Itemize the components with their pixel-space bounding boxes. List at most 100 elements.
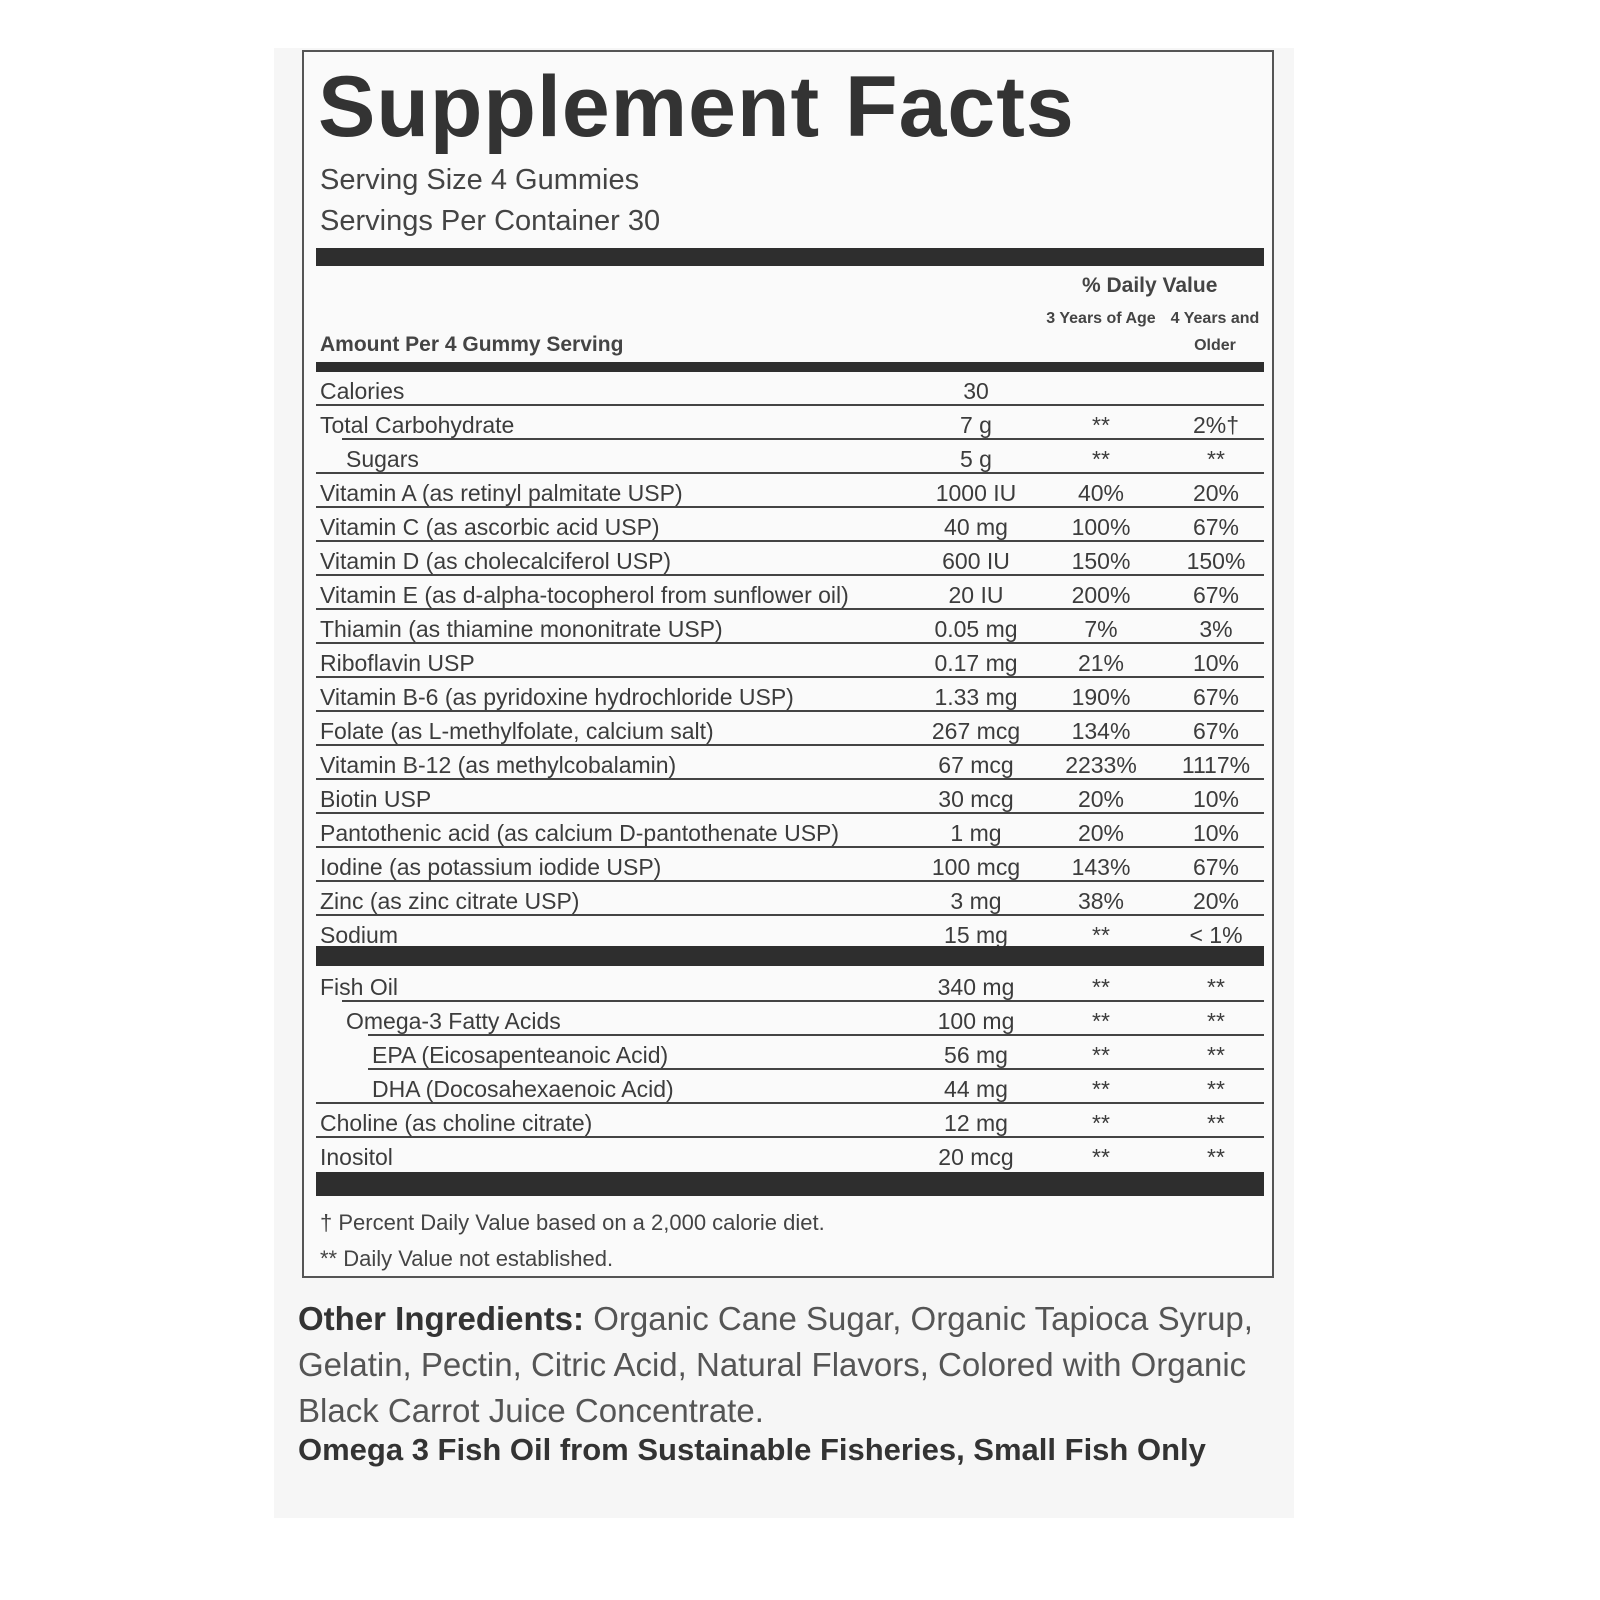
daily-value-4-years: 67%: [1192, 718, 1240, 744]
daily-value-3-years: 143%: [1071, 854, 1131, 880]
col-header-3-years: 3 Years of Age: [1046, 310, 1156, 327]
daily-value-3-years: **: [1092, 1042, 1110, 1068]
daily-value-4-years: 20%: [1192, 888, 1240, 914]
supplement-facts-box: Supplement Facts Serving Size 4 Gummies …: [302, 50, 1274, 1278]
nutrient-name: Vitamin B-12 (as methylcobalamin): [320, 752, 677, 778]
daily-value-4-years: **: [1207, 1076, 1225, 1102]
daily-value-3-years: 7%: [1084, 616, 1118, 642]
daily-value-3-years: 100%: [1071, 514, 1131, 540]
other-ingredients-label: Other Ingredients:: [298, 1300, 585, 1337]
nutrient-name: Iodine (as potassium iodide USP): [320, 854, 662, 880]
nutrient-name: Vitamin B-6 (as pyridoxine hydrochloride…: [320, 684, 794, 710]
nutrient-amount: 56 mg: [944, 1042, 1008, 1068]
nutrient-amount: 600 IU: [942, 548, 1010, 574]
nutrient-amount: 40 mg: [944, 514, 1008, 540]
daily-value-4-years: **: [1207, 974, 1225, 1000]
nutrient-amount: 0.17 mg: [934, 650, 1018, 676]
nutrient-row: Vitamin B-6 (as pyridoxine hydrochloride…: [316, 678, 1264, 712]
nutrient-row: Iodine (as potassium iodide USP) 100 mcg 1…: [316, 848, 1264, 882]
nutrient-row: Inositol 20 mcg ** **: [316, 1138, 1264, 1172]
nutrient-name: Vitamin A (as retinyl palmitate USP): [320, 480, 683, 506]
nutrient-amount: 5 g: [960, 446, 992, 472]
nutrient-amount: 20 IU: [948, 582, 1004, 608]
divider-thick: [316, 248, 1264, 266]
nutrient-row: Choline (as choline citrate) 12 mg ** **: [316, 1104, 1264, 1138]
title: Supplement Facts: [318, 59, 1075, 155]
row-divider: [368, 1034, 1264, 1036]
nutrient-name: Folate (as L-methylfolate, calcium salt): [320, 718, 714, 744]
daily-value-3-years: 21%: [1077, 650, 1125, 676]
nutrient-table-2: Fish Oil 340 mg ** ** Omega-3 Fatty Acids 100…: [316, 968, 1264, 1172]
nutrient-amount: 100 mg: [937, 1008, 1015, 1034]
daily-value-4-years: 150%: [1186, 548, 1246, 574]
daily-value-3-years: **: [1092, 1076, 1110, 1102]
nutrient-row: Omega-3 Fatty Acids 100 mg ** **: [316, 1002, 1264, 1036]
nutrient-row: Folate (as L-methylfolate, calcium salt)…: [316, 712, 1264, 746]
footnote-dagger: † Percent Daily Value based on a 2,000 c…: [320, 1210, 825, 1235]
daily-value-4-years: 1117%: [1181, 752, 1251, 778]
nutrient-row: Fish Oil 340 mg ** **: [316, 968, 1264, 1002]
nutrient-amount: 44 mg: [944, 1076, 1008, 1102]
nutrient-row: Zinc (as zinc citrate USP) 3 mg 38% 20%: [316, 882, 1264, 916]
nutrient-amount: 67 mcg: [938, 752, 1014, 778]
daily-value-3-years: **: [1092, 446, 1110, 472]
nutrient-name: Sugars: [346, 446, 419, 472]
nutrient-name: Thiamin (as thiamine mononitrate USP): [320, 616, 723, 642]
col-header-4-years: 4 Years and Older: [1170, 310, 1260, 354]
nutrient-name: Fish Oil: [320, 974, 398, 1000]
nutrient-amount: 340 mg: [937, 974, 1015, 1000]
nutrient-row: Vitamin D (as cholecalciferol USP) 600 IU…: [316, 542, 1264, 576]
nutrient-row: EPA (Eicosapenteanoic Acid) 56 mg ** **: [316, 1036, 1264, 1070]
nutrient-table-1: Calories 30 Total Carbohydrate 7 g ** 2%† Suga…: [316, 372, 1264, 950]
nutrient-name: DHA (Docosahexaenoic Acid): [372, 1076, 674, 1102]
daily-value-3-years: 40%: [1077, 480, 1125, 506]
serving-size: Serving Size 4 Gummies: [320, 164, 640, 196]
amount-per-serving: Amount Per 4 Gummy Serving: [320, 333, 624, 356]
nutrient-name: Biotin USP: [320, 786, 432, 812]
nutrient-amount: 1 mg: [950, 820, 1002, 846]
daily-value-4-years: 10%: [1192, 650, 1240, 676]
daily-value-4-years: 3%: [1199, 616, 1233, 642]
daily-value-3-years: 134%: [1071, 718, 1131, 744]
nutrient-amount: 1.33 mg: [934, 684, 1018, 710]
nutrient-amount: 15 mg: [944, 922, 1008, 948]
nutrient-amount: 20 mcg: [938, 1144, 1014, 1170]
daily-value-4-years: 10%: [1192, 786, 1240, 812]
daily-value-4-years: 2%†: [1192, 412, 1240, 438]
other-ingredients: Other Ingredients: Organic Cane Sugar, O…: [298, 1296, 1278, 1434]
daily-value-4-years: 67%: [1192, 582, 1240, 608]
daily-value-4-years: 10%: [1192, 820, 1240, 846]
nutrient-name: EPA (Eicosapenteanoic Acid): [372, 1042, 669, 1068]
nutrient-name: Total Carbohydrate: [320, 412, 515, 438]
nutrient-name: Vitamin E (as d-alpha-tocopherol from su…: [320, 582, 849, 608]
nutrient-name: Choline (as choline citrate): [320, 1110, 593, 1136]
nutrient-name: Riboflavin USP: [320, 650, 475, 676]
nutrient-row: DHA (Docosahexaenoic Acid) 44 mg ** **: [316, 1070, 1264, 1104]
nutrient-row: Vitamin B-12 (as methylcobalamin) 67 mcg 2…: [316, 746, 1264, 780]
nutrient-name: Zinc (as zinc citrate USP): [320, 888, 580, 914]
row-divider: [342, 438, 1264, 440]
nutrient-amount: 7 g: [960, 412, 992, 438]
nutrient-amount: 12 mg: [944, 1110, 1008, 1136]
nutrient-row: Vitamin E (as d-alpha-tocopherol from su…: [316, 576, 1264, 610]
daily-value-3-years: **: [1092, 1144, 1110, 1170]
other-ingredients-text: Organic Cane Sugar, Organic Tapioca Syru…: [298, 1300, 1253, 1429]
daily-value-4-years: 67%: [1192, 514, 1240, 540]
nutrient-name: Vitamin D (as cholecalciferol USP): [320, 548, 672, 574]
nutrient-row: Biotin USP 30 mcg 20% 10%: [316, 780, 1264, 814]
divider-thick: [316, 946, 1264, 966]
nutrient-row: Vitamin A (as retinyl palmitate USP) 1000…: [316, 474, 1264, 508]
nutrient-amount: 30 mcg: [938, 786, 1014, 812]
nutrient-name: Vitamin C (as ascorbic acid USP): [320, 514, 660, 540]
nutrient-name: Pantothenic acid (as calcium D-pantothen…: [320, 820, 840, 846]
daily-value-3-years: 2233%: [1065, 752, 1137, 778]
daily-value-4-years: 67%: [1192, 684, 1240, 710]
nutrient-row: Pantothenic acid (as calcium D-pantothen…: [316, 814, 1264, 848]
nutrient-amount: 267 mcg: [931, 718, 1021, 744]
row-divider: [368, 1068, 1264, 1070]
nutrient-row: Vitamin C (as ascorbic acid USP) 40 mg 100…: [316, 508, 1264, 542]
nutrient-amount: 100 mcg: [931, 854, 1021, 880]
daily-value-4-years: **: [1207, 1110, 1225, 1136]
daily-value-3-years: **: [1092, 1008, 1110, 1034]
daily-value-4-years: 67%: [1192, 854, 1240, 880]
